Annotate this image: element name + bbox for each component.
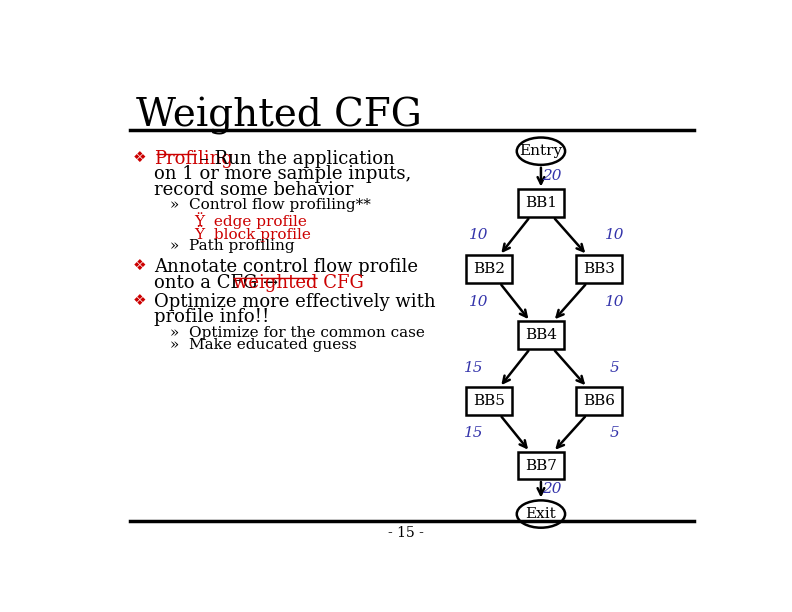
Text: »  Make educated guess: » Make educated guess [169, 338, 356, 353]
Text: 10: 10 [605, 295, 624, 309]
Text: Ÿ  block profile: Ÿ block profile [194, 225, 311, 242]
Text: 5: 5 [610, 426, 619, 440]
Text: Profiling: Profiling [154, 150, 233, 168]
Text: BB3: BB3 [584, 262, 615, 276]
Text: 15: 15 [463, 426, 483, 440]
Text: ❖: ❖ [133, 150, 147, 165]
Text: Optimize more effectively with: Optimize more effectively with [154, 293, 436, 310]
Text: BB4: BB4 [525, 328, 557, 342]
Text: »  Optimize for the common case: » Optimize for the common case [169, 326, 425, 340]
Text: onto a CFG →: onto a CFG → [154, 274, 284, 292]
Text: BB7: BB7 [525, 458, 557, 472]
Text: record some behavior: record some behavior [154, 181, 353, 199]
Text: - 15 -: - 15 - [388, 526, 424, 540]
Text: profile info!!: profile info!! [154, 308, 269, 326]
Text: weighted CFG: weighted CFG [233, 274, 364, 292]
Text: on 1 or more sample inputs,: on 1 or more sample inputs, [154, 165, 412, 184]
Text: Weighted CFG: Weighted CFG [136, 97, 421, 135]
Text: Ÿ  edge profile: Ÿ edge profile [194, 212, 307, 230]
Text: ❖: ❖ [133, 293, 147, 308]
Text: Entry: Entry [520, 144, 562, 158]
Text: – Run the application: – Run the application [200, 150, 395, 168]
Text: 20: 20 [543, 169, 562, 183]
Text: 20: 20 [543, 482, 562, 496]
Text: ❖: ❖ [133, 258, 147, 273]
Text: »  Path profiling: » Path profiling [169, 239, 294, 253]
Text: 10: 10 [605, 228, 624, 242]
Text: 15: 15 [463, 361, 483, 375]
Text: BB6: BB6 [583, 394, 615, 408]
Text: 10: 10 [469, 295, 488, 309]
Text: Annotate control flow profile: Annotate control flow profile [154, 258, 418, 276]
Text: 5: 5 [610, 361, 619, 375]
Text: BB2: BB2 [473, 262, 505, 276]
Text: 10: 10 [469, 228, 488, 242]
Text: BB5: BB5 [473, 394, 505, 408]
Text: »  Control flow profiling**: » Control flow profiling** [169, 198, 371, 212]
Text: Exit: Exit [526, 507, 556, 521]
Text: BB1: BB1 [525, 196, 557, 210]
